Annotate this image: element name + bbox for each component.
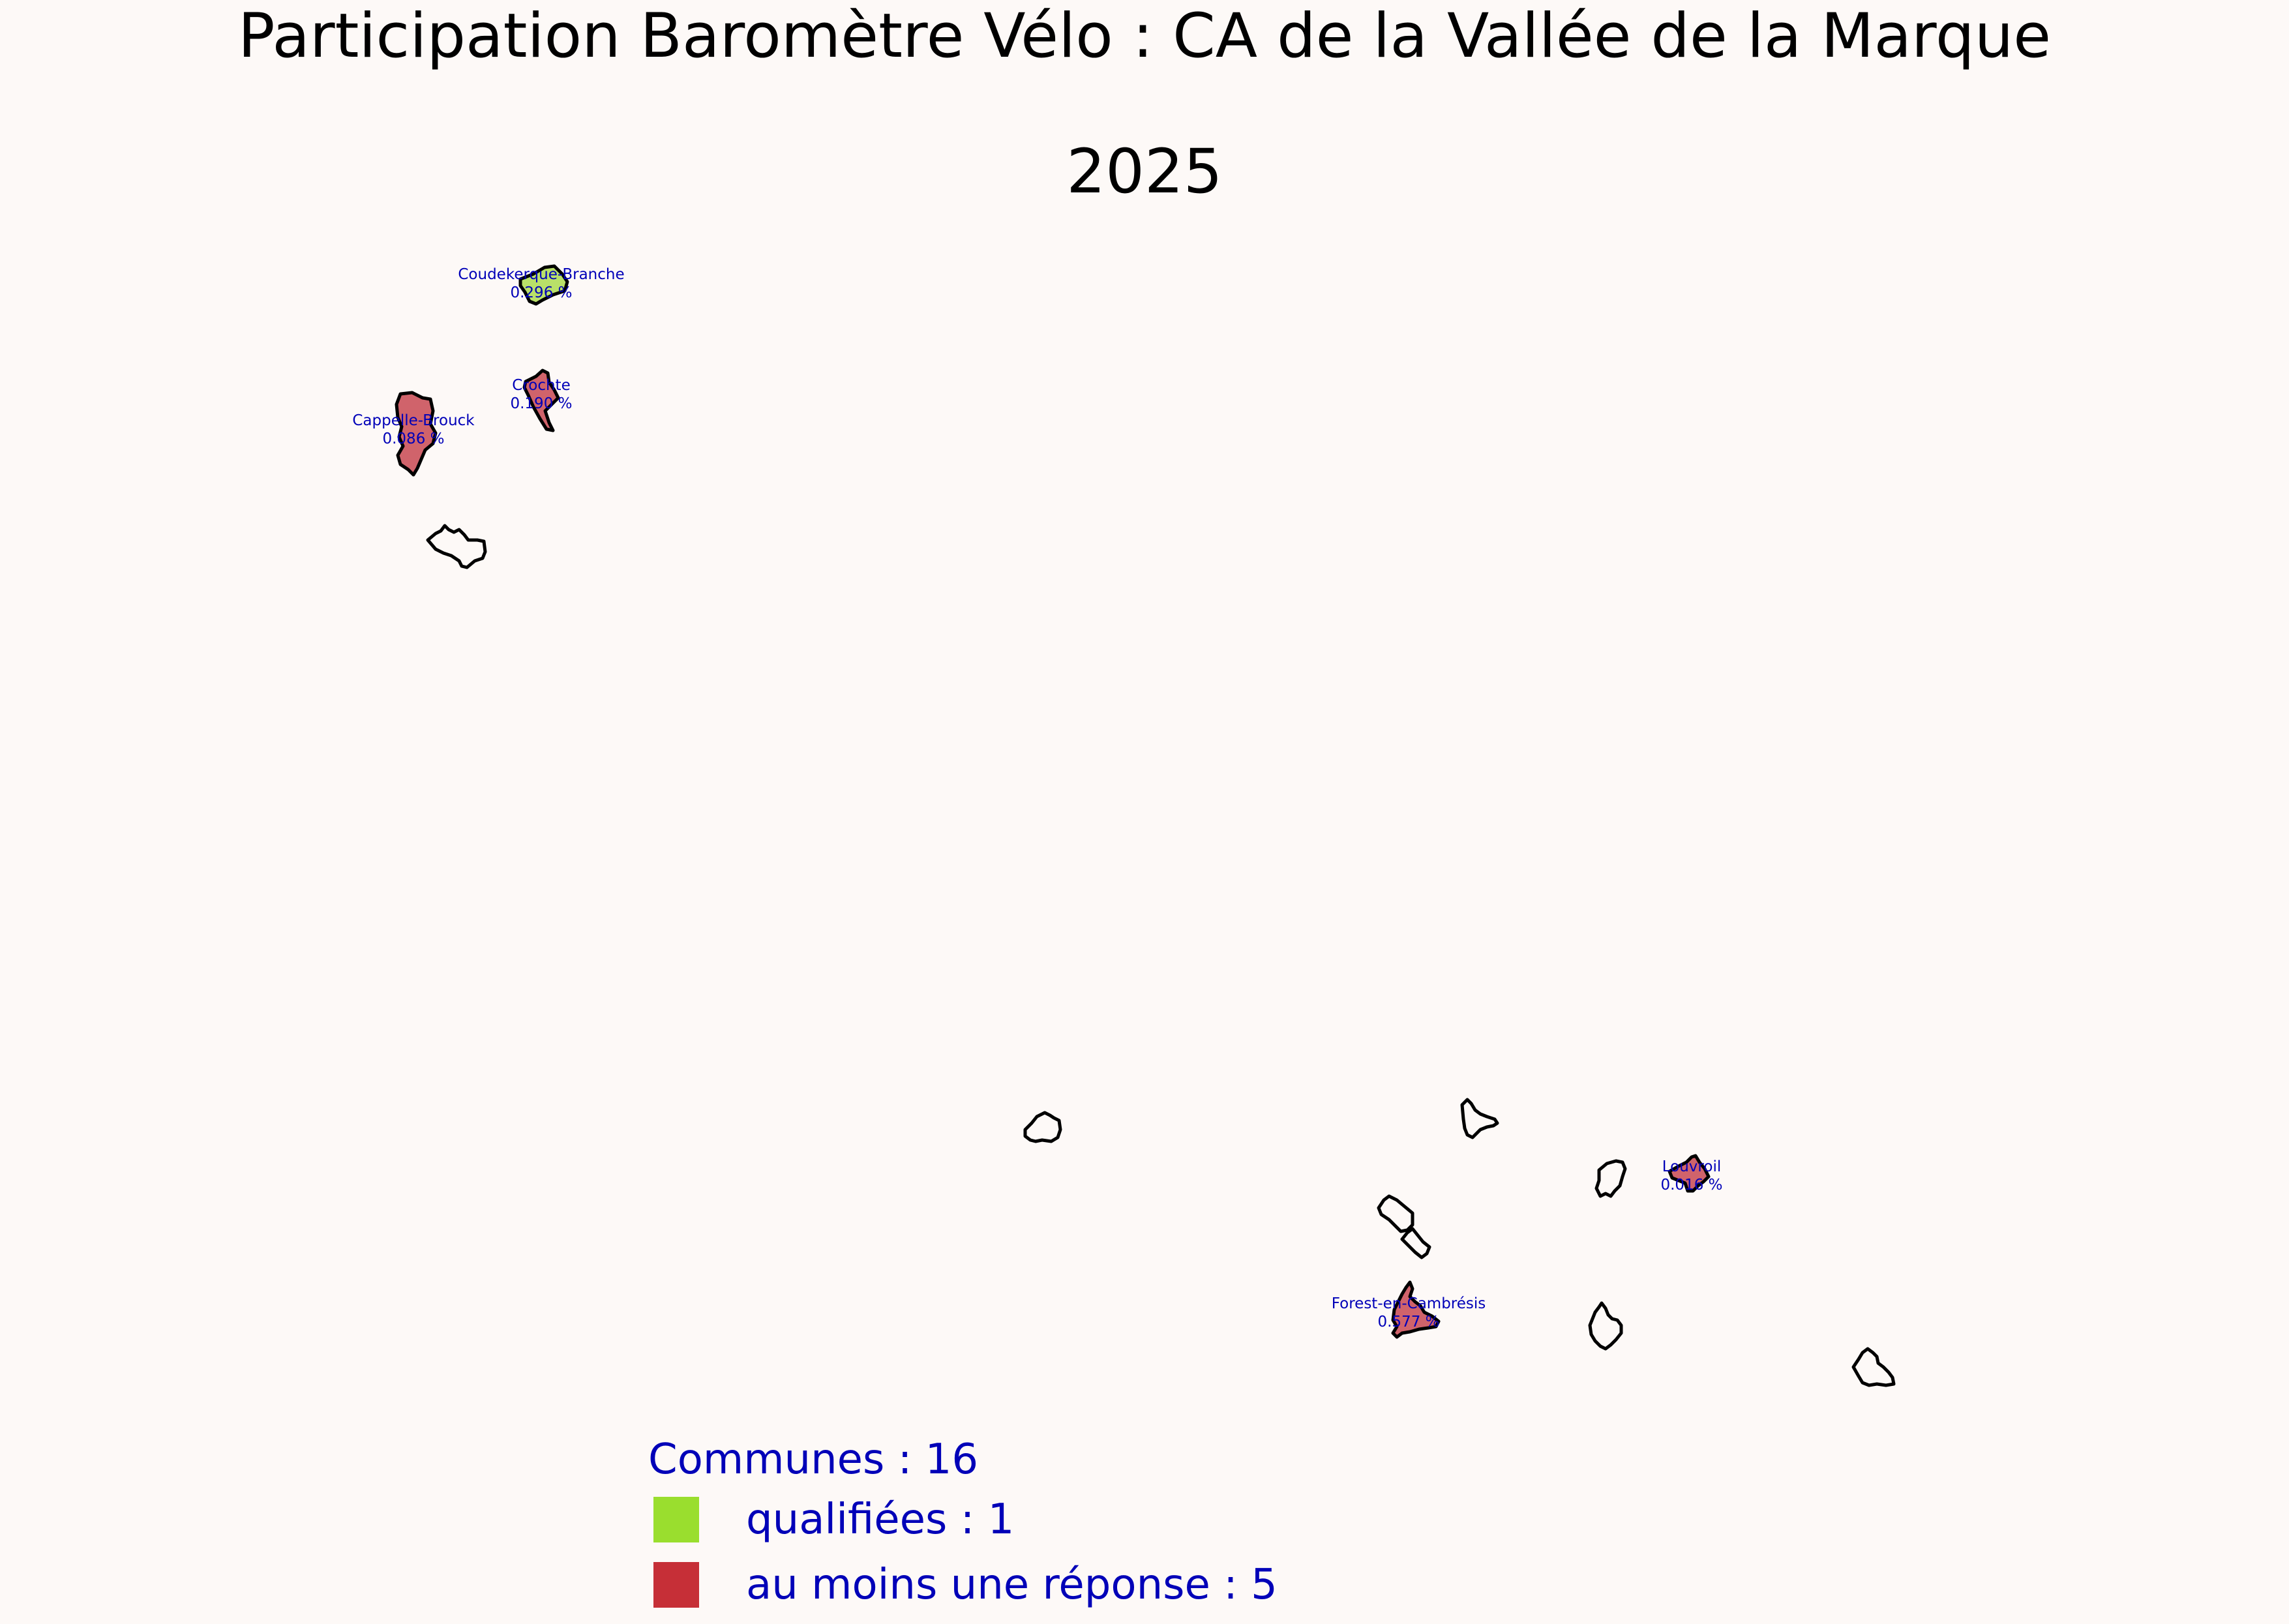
commune-outline-se-1 [1460,1098,1499,1139]
commune-outline-se-4 [1588,1301,1623,1351]
commune-outline-se-3 [1377,1194,1431,1259]
label-crochte-name: Crochte [512,377,570,394]
legend-swatch-responded [653,1562,699,1608]
legend: Communes : 16 qualifiées : 1 au moins un… [648,1432,1278,1617]
map-year: 2025 [1066,136,1223,207]
commune-shapes [395,264,1896,1387]
legend-item-responded: au moins une réponse : 5 [648,1552,1278,1617]
legend-title: Communes : 16 [648,1436,979,1484]
commune-labels: Coudekerque-Branche 0.296 % Crochte 0.19… [352,266,1722,1331]
commune-forest-en-cambresis [1391,1280,1441,1339]
commune-louvroil [1668,1154,1711,1193]
legend-swatch-qualified [653,1497,699,1542]
commune-outline-nw [426,524,487,569]
commune-outline-se-2 [1594,1159,1627,1198]
label-cappelle-name: Cappelle-Brouck [352,412,475,429]
legend-label-responded: au moins une réponse : 5 [746,1561,1278,1609]
map-title: Participation Baromètre Vélo : CA de la … [237,1,2052,72]
label-louvroil-pct: 0.016 % [1660,1177,1722,1194]
commune-crochte [522,368,560,432]
label-forest-name: Forest-en-Cambrésis [1332,1295,1486,1312]
label-cappelle-pct: 0.086 % [382,430,444,447]
label-coudekerque-name: Coudekerque-Branche [458,266,624,283]
commune-coudekerque-branche [518,264,569,306]
commune-outline-se-5 [1851,1347,1896,1387]
label-coudekerque-pct: 0.296 % [510,284,572,301]
legend-label-qualified: qualifiées : 1 [746,1496,1015,1544]
legend-item-qualified: qualifiées : 1 [648,1487,1278,1552]
label-forest-pct: 0.577 % [1377,1314,1439,1331]
label-louvroil-name: Louvroil [1662,1158,1721,1175]
label-crochte-pct: 0.190 % [510,395,572,412]
commune-outline-center [1023,1111,1062,1143]
commune-cappelle-brouck [395,391,438,477]
